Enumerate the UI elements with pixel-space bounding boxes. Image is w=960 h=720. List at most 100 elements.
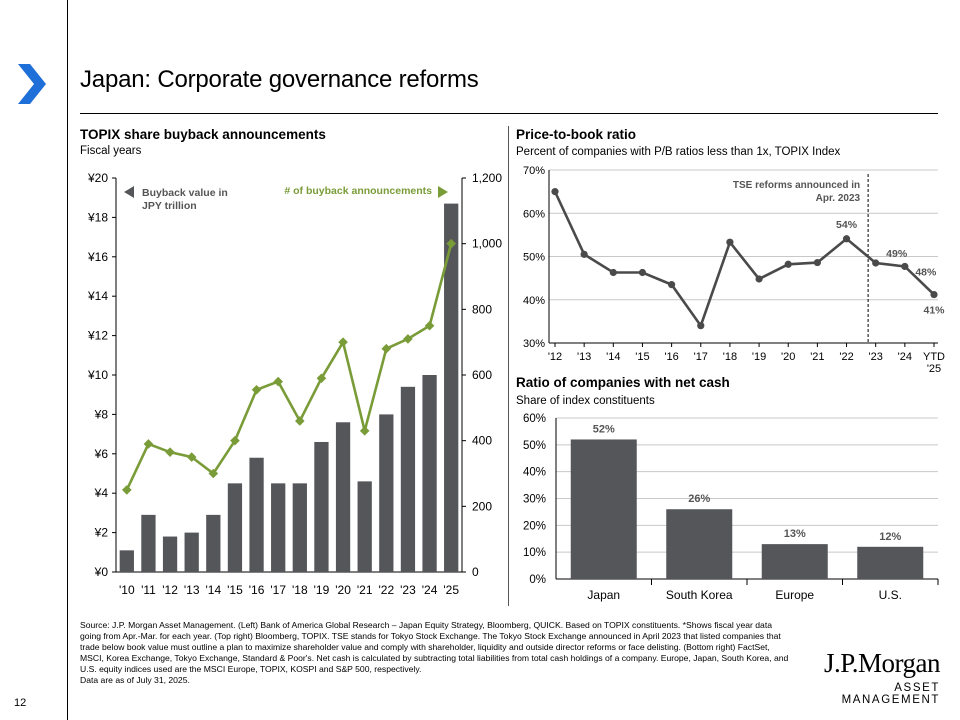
y-tick-label: 30% [523, 338, 545, 350]
x-tick-label: '14 [205, 583, 221, 597]
netcash-data-label: 13% [784, 528, 806, 540]
pb-point [901, 262, 909, 271]
pb-point [726, 238, 734, 246]
left-tick-label: ¥8 [94, 407, 109, 421]
left-tick-label: ¥6 [94, 447, 109, 461]
y-tick-label: 30% [523, 494, 546, 506]
x-tick-label: '25 [927, 363, 941, 375]
line-point [186, 452, 197, 462]
right-tick-label: 1,000 [472, 237, 502, 251]
buyback-chart-subtitle: Fiscal years [80, 145, 142, 157]
bar [249, 457, 264, 572]
netcash-bar [857, 546, 924, 579]
announcements-line [125, 243, 453, 491]
left-tick-label: ¥0 [94, 565, 109, 579]
legend-bar-label: JPY trillion [142, 200, 197, 212]
panel-divider [508, 126, 509, 606]
pb-chart-title: Price-to-book ratio [516, 127, 637, 142]
x-tick-label: South Korea [666, 588, 733, 602]
bar [379, 414, 394, 572]
x-tick-label: '16 [249, 583, 265, 597]
y-tick-label: 0% [529, 574, 546, 586]
netcash-data-label: 52% [593, 423, 615, 435]
left-tick-label: ¥4 [94, 486, 109, 500]
page-title: Japan: Corporate governance reforms [80, 66, 479, 93]
x-tick-label: '21 [357, 583, 373, 597]
x-tick-label: '15 [635, 351, 649, 363]
x-tick-label: '17 [270, 583, 286, 597]
left-tick-label: ¥14 [87, 289, 108, 303]
right-tick-label: 600 [472, 368, 492, 382]
bar [184, 532, 199, 572]
y-tick-label: 70% [523, 165, 545, 177]
x-tick-label: '23 [869, 351, 883, 363]
bar [444, 203, 459, 573]
x-tick-label: '21 [810, 351, 824, 363]
left-tick-label: ¥12 [87, 329, 108, 343]
netcash-data-label: 12% [879, 531, 901, 543]
left-tick-label: ¥18 [87, 210, 108, 224]
pb-point [697, 322, 705, 330]
x-tick-label: '18 [292, 583, 308, 597]
x-tick-label: '17 [694, 351, 708, 363]
x-tick-label: '13 [184, 583, 200, 597]
right-tick-label: 0 [472, 565, 479, 579]
netcash-data-label: 26% [688, 493, 710, 505]
bar [162, 536, 178, 572]
line-point [446, 238, 456, 249]
bar [357, 481, 372, 572]
x-tick-label: '20 [335, 583, 351, 597]
x-tick-label: '15 [227, 583, 243, 597]
line-point [359, 426, 370, 436]
left-tick-label: ¥2 [94, 526, 109, 540]
x-tick-label: '12 [548, 351, 562, 363]
pb-data-label: 49% [886, 248, 908, 260]
y-tick-label: 10% [523, 547, 546, 559]
source-note: Source: J.P. Morgan Asset Management. (L… [80, 620, 792, 685]
netcash-chart-title: Ratio of companies with net cash [516, 375, 730, 390]
reform-annotation: TSE reforms announced in [733, 180, 860, 191]
pb-chart-subtitle: Percent of companies with P/B ratios les… [516, 146, 841, 158]
pb-point [930, 290, 938, 299]
x-tick-label: U.S. [879, 588, 902, 602]
bar [227, 483, 243, 572]
pb-point [842, 235, 851, 243]
x-tick-label: '13 [577, 351, 591, 363]
bar [400, 386, 416, 572]
logo-wordmark: J.P.Morgan [823, 648, 941, 678]
jpmorgan-logo: J.P.Morgan ASSET MANAGEMENT [800, 648, 941, 706]
netcash-bar [761, 544, 828, 579]
left-tick-label: ¥20 [87, 171, 108, 185]
x-tick-label: '12 [162, 583, 178, 597]
pb-point [551, 188, 559, 196]
x-tick-label: '19 [314, 583, 330, 597]
right-tick-label: 400 [472, 434, 492, 448]
bar [422, 375, 437, 572]
x-tick-label: '24 [898, 351, 912, 363]
y-tick-label: 60% [523, 208, 545, 220]
left-margin-rule [67, 0, 68, 720]
legend-arrow-right-icon [438, 186, 448, 198]
right-tick-label: 800 [472, 302, 492, 316]
line-point [208, 468, 219, 479]
netcash-bar [570, 439, 637, 579]
x-tick-label: '10 [119, 583, 135, 597]
pb-line [553, 191, 935, 329]
x-tick-label: '19 [752, 351, 766, 363]
data-date: Data are as of July 31, 2025. [80, 674, 190, 685]
pb-point [668, 281, 676, 289]
reform-annotation: Apr. 2023 [816, 193, 861, 204]
line-point [165, 447, 175, 457]
chevron-right-icon [18, 64, 46, 104]
x-tick-label: '16 [664, 351, 678, 363]
x-tick-label: '18 [723, 351, 737, 363]
legend-line-label: # of buyback announcements [284, 185, 432, 197]
y-tick-label: 40% [523, 295, 545, 307]
pb-point [580, 250, 588, 258]
line-point [143, 439, 154, 449]
buyback-chart-title: TOPIX share buyback announcements [80, 127, 326, 142]
x-tick-label: YTD [923, 351, 945, 363]
